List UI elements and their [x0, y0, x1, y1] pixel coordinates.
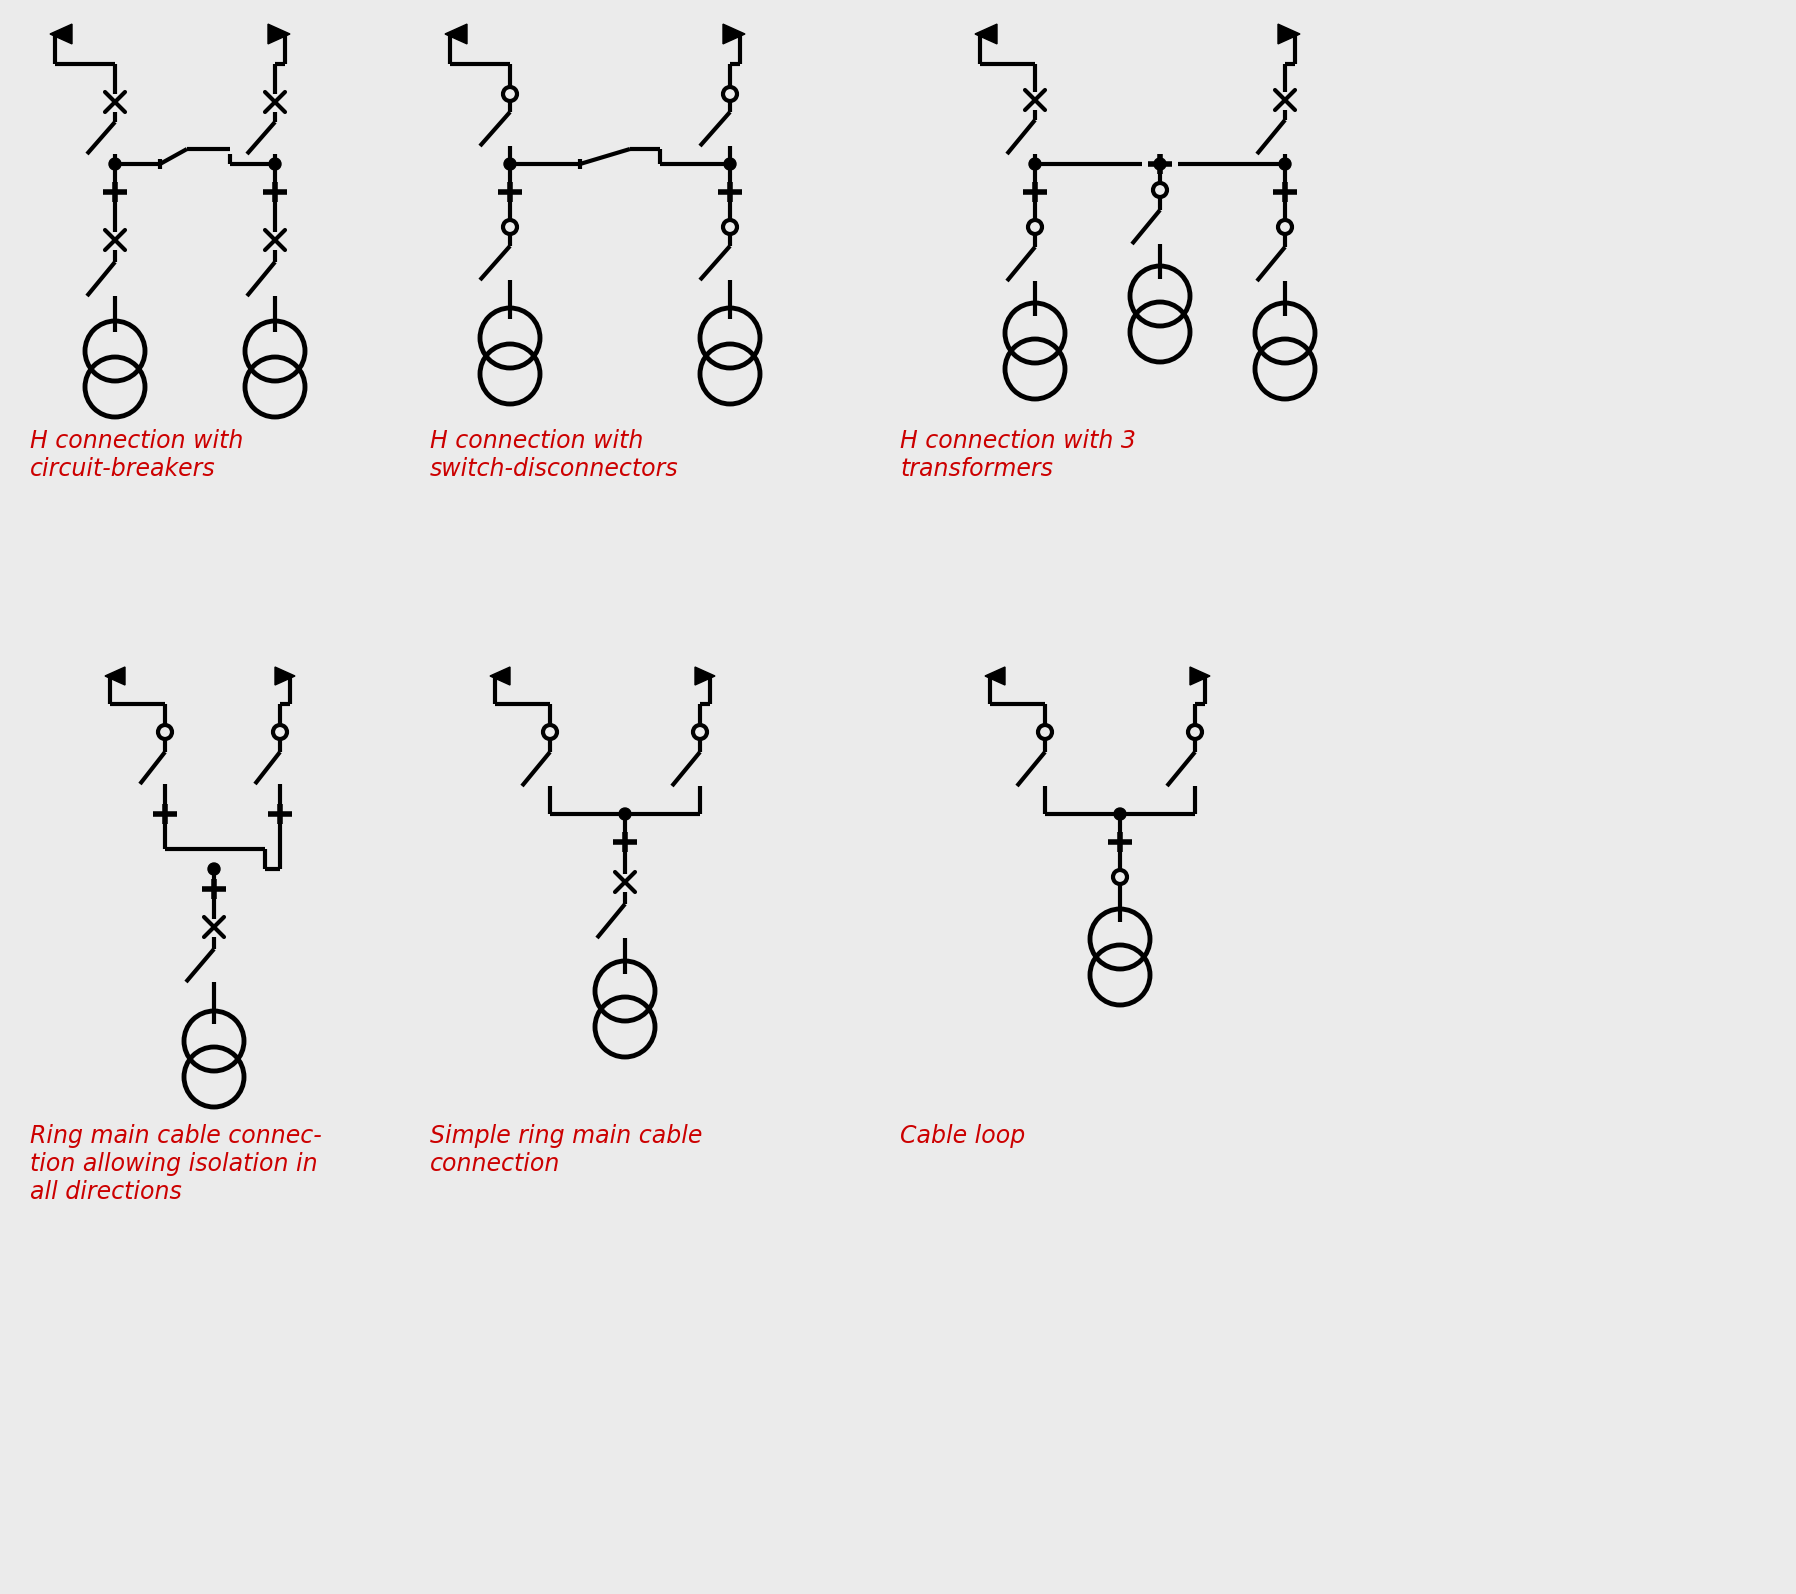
Polygon shape [268, 24, 289, 45]
Polygon shape [1191, 666, 1211, 685]
Circle shape [1155, 158, 1166, 171]
Circle shape [208, 862, 219, 875]
Text: H connection with
switch-disconnectors: H connection with switch-disconnectors [429, 429, 679, 481]
Polygon shape [724, 24, 745, 45]
Circle shape [724, 158, 736, 171]
Text: H connection with
circuit-breakers: H connection with circuit-breakers [31, 429, 244, 481]
Polygon shape [1279, 24, 1300, 45]
Polygon shape [50, 24, 72, 45]
Circle shape [1279, 158, 1291, 171]
Polygon shape [275, 666, 295, 685]
Circle shape [620, 808, 630, 819]
Polygon shape [984, 666, 1006, 685]
Polygon shape [490, 666, 510, 685]
Polygon shape [975, 24, 997, 45]
Text: Simple ring main cable
connection: Simple ring main cable connection [429, 1124, 702, 1176]
Polygon shape [695, 666, 715, 685]
Text: H connection with 3
transformers: H connection with 3 transformers [900, 429, 1135, 481]
Polygon shape [445, 24, 467, 45]
Circle shape [269, 158, 280, 171]
Polygon shape [104, 666, 126, 685]
Circle shape [505, 158, 515, 171]
Circle shape [110, 158, 120, 171]
Text: Cable loop: Cable loop [900, 1124, 1026, 1148]
Circle shape [1029, 158, 1042, 171]
Text: Ring main cable connec-
tion allowing isolation in
all directions: Ring main cable connec- tion allowing is… [31, 1124, 321, 1203]
Circle shape [1114, 808, 1126, 819]
